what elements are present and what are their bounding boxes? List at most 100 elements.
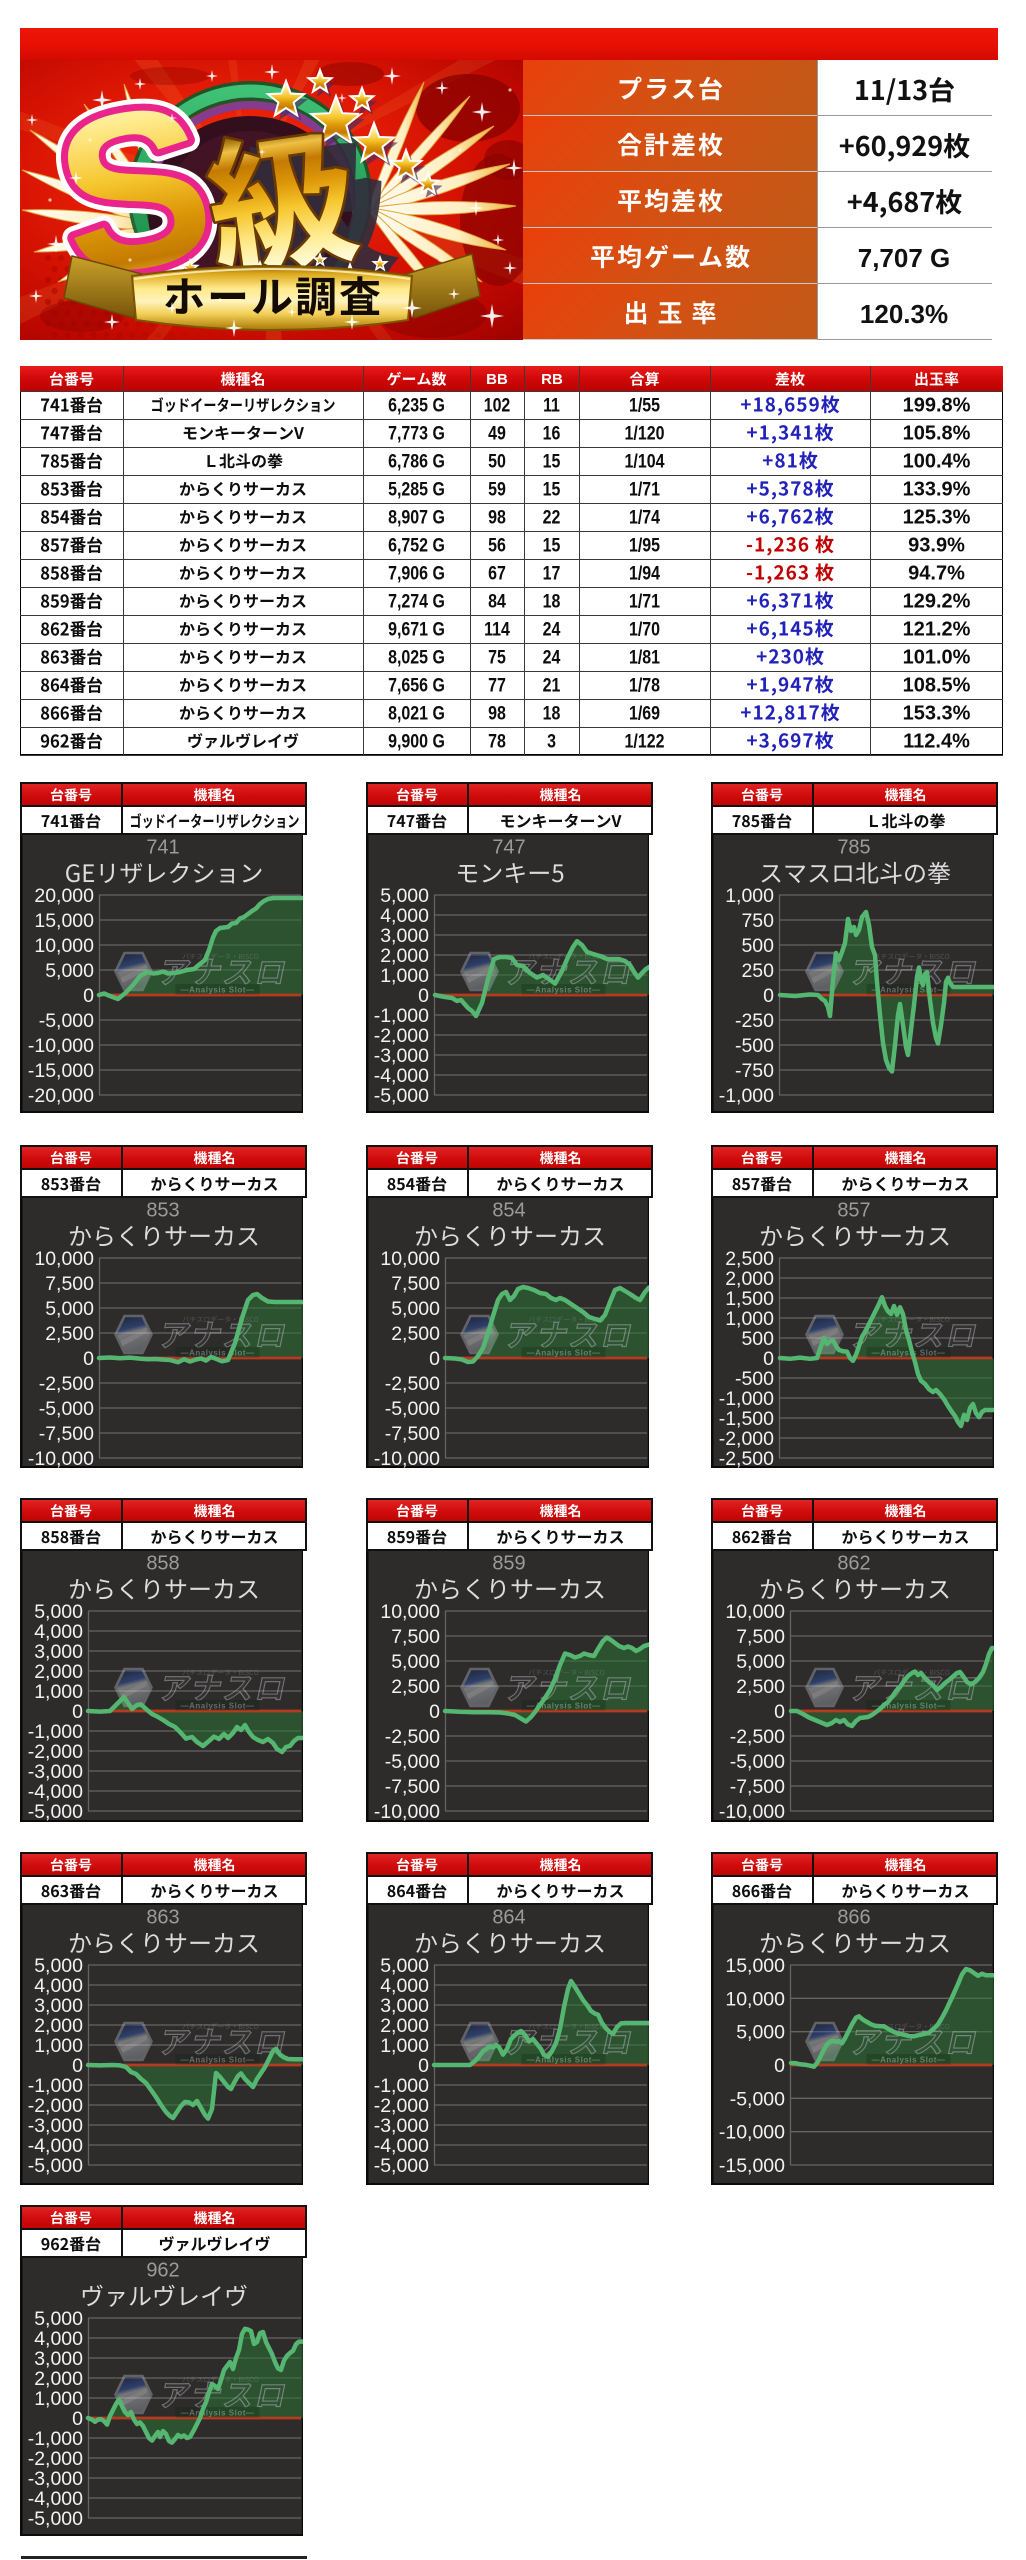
svg-text:0: 0 xyxy=(72,2055,83,2077)
svg-text:1,000: 1,000 xyxy=(34,1681,83,1703)
svg-text:-500: -500 xyxy=(735,1368,774,1390)
svg-text:2,000: 2,000 xyxy=(34,2015,83,2037)
svg-text:2,000: 2,000 xyxy=(34,2368,83,2390)
svg-text:3,000: 3,000 xyxy=(34,1995,83,2017)
svg-text:-2,500: -2,500 xyxy=(385,1373,440,1395)
svg-text:10,000: 10,000 xyxy=(725,1988,785,2010)
svg-text:7,500: 7,500 xyxy=(391,1626,440,1648)
svg-text:0: 0 xyxy=(774,1701,785,1723)
svg-text:-2,500: -2,500 xyxy=(385,1726,440,1748)
svg-text:-2,000: -2,000 xyxy=(374,2095,429,2117)
svg-text:-4,000: -4,000 xyxy=(374,1065,429,1087)
svg-text:4,000: 4,000 xyxy=(34,1975,83,1997)
svg-text:15,000: 15,000 xyxy=(725,1955,785,1977)
svg-text:-1,000: -1,000 xyxy=(374,2075,429,2097)
svg-text:-15,000: -15,000 xyxy=(28,1060,94,1082)
svg-text:-10,000: -10,000 xyxy=(374,1801,440,1822)
svg-text:-10,000: -10,000 xyxy=(374,1448,440,1468)
svg-text:250: 250 xyxy=(741,960,774,982)
svg-text:10,000: 10,000 xyxy=(380,1601,440,1623)
svg-text:0: 0 xyxy=(72,2408,83,2430)
svg-text:-7,500: -7,500 xyxy=(730,1776,785,1798)
svg-text:1,000: 1,000 xyxy=(725,885,774,907)
svg-text:5,000: 5,000 xyxy=(45,960,94,982)
svg-text:-1,000: -1,000 xyxy=(719,1085,774,1107)
svg-text:7,500: 7,500 xyxy=(45,1273,94,1295)
svg-text:3,000: 3,000 xyxy=(380,925,429,947)
svg-text:2,500: 2,500 xyxy=(391,1676,440,1698)
svg-text:-500: -500 xyxy=(735,1035,774,1057)
svg-text:-2,000: -2,000 xyxy=(28,2448,83,2470)
svg-text:2,500: 2,500 xyxy=(736,1676,785,1698)
svg-text:0: 0 xyxy=(83,985,94,1007)
svg-text:-250: -250 xyxy=(735,1010,774,1032)
svg-text:2,500: 2,500 xyxy=(725,1248,774,1270)
svg-text:-4,000: -4,000 xyxy=(28,1781,83,1803)
svg-text:2,500: 2,500 xyxy=(391,1323,440,1345)
svg-text:-7,500: -7,500 xyxy=(385,1776,440,1798)
svg-text:10,000: 10,000 xyxy=(34,1248,94,1270)
svg-text:5,000: 5,000 xyxy=(380,1955,429,1977)
svg-text:-5,000: -5,000 xyxy=(730,1751,785,1773)
svg-text:862: 862 xyxy=(837,1553,870,1575)
svg-text:1,000: 1,000 xyxy=(34,2388,83,2410)
svg-text:-1,000: -1,000 xyxy=(374,1005,429,1027)
svg-text:858: 858 xyxy=(146,1553,179,1575)
svg-text:-5,000: -5,000 xyxy=(385,1398,440,1420)
svg-text:741: 741 xyxy=(146,837,179,859)
svg-text:4,000: 4,000 xyxy=(34,1621,83,1643)
svg-text:7,500: 7,500 xyxy=(391,1273,440,1295)
svg-text:5,000: 5,000 xyxy=(391,1651,440,1673)
svg-text:-2,000: -2,000 xyxy=(28,2095,83,2117)
svg-text:20,000: 20,000 xyxy=(34,885,94,907)
svg-text:0: 0 xyxy=(763,1348,774,1370)
svg-text:0: 0 xyxy=(429,1348,440,1370)
svg-text:0: 0 xyxy=(418,985,429,1007)
svg-text:-3,000: -3,000 xyxy=(28,1761,83,1783)
svg-text:5,000: 5,000 xyxy=(34,1601,83,1623)
svg-text:5,000: 5,000 xyxy=(380,885,429,907)
svg-text:3,000: 3,000 xyxy=(380,1995,429,2017)
svg-text:854: 854 xyxy=(492,1200,525,1222)
svg-text:-20,000: -20,000 xyxy=(28,1085,94,1107)
svg-text:15,000: 15,000 xyxy=(34,910,94,932)
svg-text:4,000: 4,000 xyxy=(380,1975,429,1997)
svg-text:-2,000: -2,000 xyxy=(719,1428,774,1450)
svg-text:-1,000: -1,000 xyxy=(28,2075,83,2097)
svg-text:500: 500 xyxy=(741,1328,774,1350)
svg-text:-5,000: -5,000 xyxy=(385,1751,440,1773)
svg-text:-5,000: -5,000 xyxy=(39,1010,94,1032)
svg-text:859: 859 xyxy=(492,1553,525,1575)
svg-text:866: 866 xyxy=(837,1907,870,1929)
svg-text:-3,000: -3,000 xyxy=(374,1045,429,1067)
svg-text:962: 962 xyxy=(146,2260,179,2282)
svg-text:-5,000: -5,000 xyxy=(39,1398,94,1420)
svg-text:5,000: 5,000 xyxy=(391,1298,440,1320)
svg-text:5,000: 5,000 xyxy=(45,1298,94,1320)
svg-text:-5,000: -5,000 xyxy=(28,2508,83,2530)
svg-text:-1,500: -1,500 xyxy=(719,1408,774,1430)
svg-text:0: 0 xyxy=(83,1348,94,1370)
svg-text:-2,500: -2,500 xyxy=(730,1726,785,1748)
svg-text:-5,000: -5,000 xyxy=(28,1801,83,1822)
svg-text:5,000: 5,000 xyxy=(736,1651,785,1673)
svg-text:1,000: 1,000 xyxy=(725,1308,774,1330)
svg-text:-1,000: -1,000 xyxy=(28,1721,83,1743)
svg-text:0: 0 xyxy=(418,2055,429,2077)
svg-text:10,000: 10,000 xyxy=(380,1248,440,1270)
svg-text:-3,000: -3,000 xyxy=(28,2468,83,2490)
svg-text:-7,500: -7,500 xyxy=(385,1423,440,1445)
svg-text:-3,000: -3,000 xyxy=(28,2115,83,2137)
svg-text:747: 747 xyxy=(492,837,525,859)
svg-text:-4,000: -4,000 xyxy=(374,2135,429,2157)
svg-text:0: 0 xyxy=(774,2055,785,2077)
svg-text:-3,000: -3,000 xyxy=(374,2115,429,2137)
svg-text:-1,000: -1,000 xyxy=(719,1388,774,1410)
svg-text:-2,500: -2,500 xyxy=(39,1373,94,1395)
svg-text:785: 785 xyxy=(837,837,870,859)
svg-text:-10,000: -10,000 xyxy=(719,2122,785,2144)
svg-text:0: 0 xyxy=(763,985,774,1007)
svg-text:-4,000: -4,000 xyxy=(28,2135,83,2157)
svg-text:750: 750 xyxy=(741,910,774,932)
svg-text:2,000: 2,000 xyxy=(34,1661,83,1683)
